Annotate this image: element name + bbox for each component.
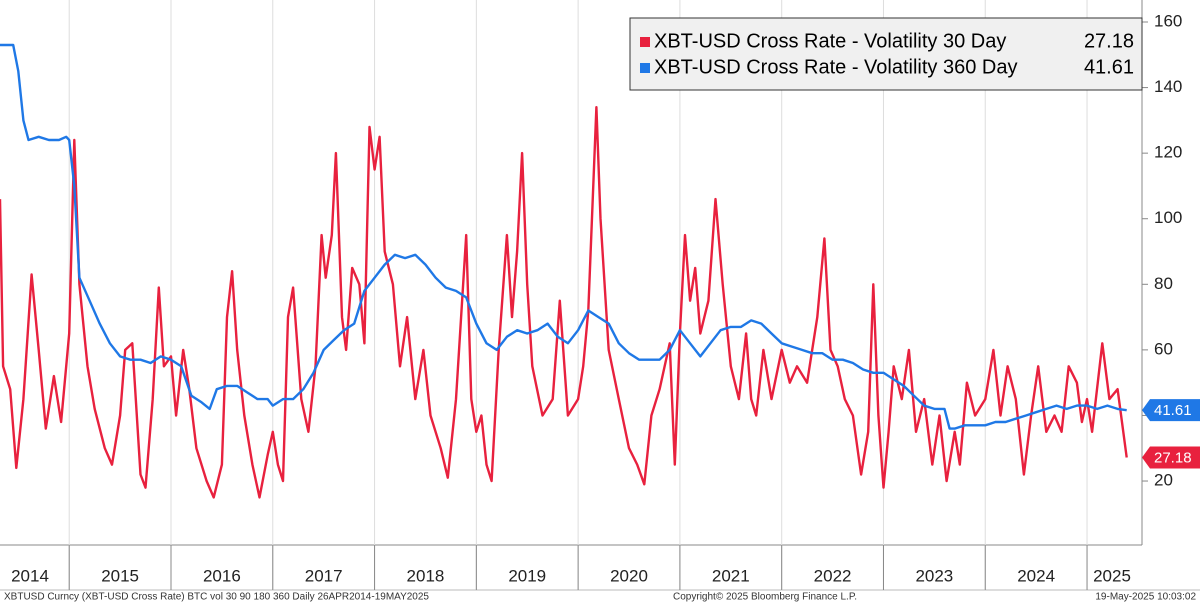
x-tick-label: 2014 bbox=[11, 566, 49, 585]
x-tick-label: 2022 bbox=[814, 566, 852, 585]
x-tick-label: 2015 bbox=[101, 566, 139, 585]
x-tick-label: 2025 bbox=[1093, 566, 1131, 585]
value-badge-label: 41.61 bbox=[1154, 402, 1192, 419]
series-line bbox=[0, 43, 1127, 430]
footer-center: Copyright© 2025 Bloomberg Finance L.P. bbox=[673, 592, 857, 603]
footer-right: 19-May-2025 10:03:02 bbox=[1095, 592, 1196, 603]
legend-label: XBT-USD Cross Rate - Volatility 360 Day bbox=[654, 56, 1017, 78]
y-tick-label: 20 bbox=[1154, 471, 1173, 490]
value-badge bbox=[1142, 446, 1200, 469]
value-badge-label: 27.18 bbox=[1154, 449, 1192, 466]
x-tick-label: 2024 bbox=[1017, 566, 1055, 585]
y-tick-label: 120 bbox=[1154, 143, 1182, 162]
value-badge bbox=[1142, 399, 1200, 422]
legend-value: 41.61 bbox=[1084, 56, 1134, 78]
footer-left: XBTUSD Curncy (XBT-USD Cross Rate) BTC v… bbox=[4, 592, 429, 603]
legend-value: 27.18 bbox=[1084, 30, 1134, 52]
x-tick-label: 2016 bbox=[203, 566, 241, 585]
legend-swatch bbox=[640, 37, 650, 47]
legend-swatch bbox=[640, 63, 650, 73]
y-tick-label: 160 bbox=[1154, 11, 1182, 30]
y-tick-label: 140 bbox=[1154, 77, 1182, 96]
x-tick-label: 2017 bbox=[305, 566, 343, 585]
legend-box bbox=[629, 17, 1143, 91]
y-tick-label: 60 bbox=[1154, 339, 1173, 358]
x-tick-label: 2019 bbox=[508, 566, 546, 585]
x-tick-label: 2020 bbox=[610, 566, 648, 585]
y-tick-label: 100 bbox=[1154, 208, 1182, 227]
y-tick-label: 80 bbox=[1154, 274, 1173, 293]
legend-label: XBT-USD Cross Rate - Volatility 30 Day bbox=[654, 30, 1006, 52]
x-tick-label: 2018 bbox=[407, 566, 445, 585]
x-tick-label: 2021 bbox=[712, 566, 750, 585]
x-tick-label: 2023 bbox=[915, 566, 953, 585]
